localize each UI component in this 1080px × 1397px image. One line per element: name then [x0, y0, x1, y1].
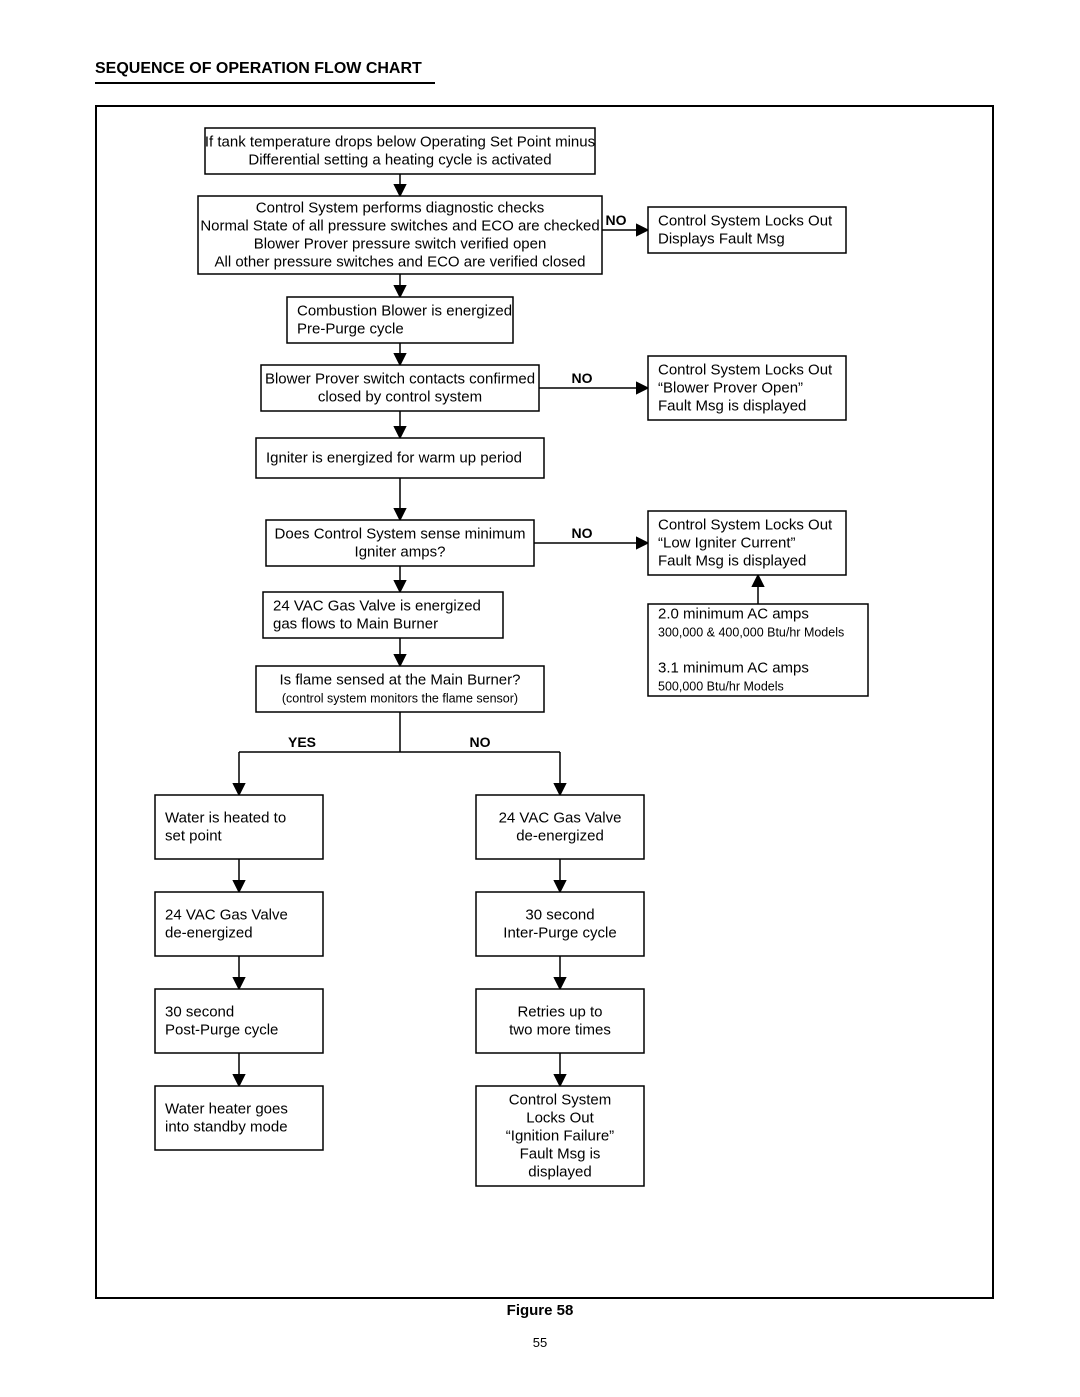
- node-text: If tank temperature drops below Operatin…: [205, 134, 595, 151]
- flowchart-node: Igniter is energized for warm up period: [256, 438, 544, 478]
- node-text: 500,000 Btu/hr Models: [658, 680, 784, 694]
- flowchart-node: If tank temperature drops below Operatin…: [205, 128, 595, 174]
- node-text: 300,000 & 400,000 Btu/hr Models: [658, 626, 844, 640]
- node-text: Water heater goes: [165, 1101, 288, 1118]
- flowchart-node: 24 VAC Gas Valve is energizedgas flows t…: [263, 592, 503, 638]
- node-text: Combustion Blower is energized: [297, 303, 512, 320]
- flowchart-node: Control System Locks Out“Blower Prover O…: [648, 356, 846, 420]
- edge-label: NO: [572, 370, 593, 386]
- flowchart-svg: NO NO NO YES NO If tank temperature drops bel…: [0, 0, 1080, 1397]
- node-text: Blower Prover switch contacts confirmed: [265, 371, 535, 388]
- edge-label: NO: [470, 734, 491, 750]
- flowchart-node: 24 VAC Gas Valvede-energized: [476, 795, 644, 859]
- node-text: Fault Msg is displayed: [658, 553, 806, 570]
- node-text: Control System Locks Out: [658, 517, 833, 534]
- edge-label: YES: [288, 734, 316, 750]
- flowchart-node: Control System Locks Out“Low Igniter Cur…: [648, 511, 846, 575]
- node-text: 24 VAC Gas Valve: [165, 907, 288, 924]
- edge-label: NO: [606, 212, 627, 228]
- node-text: Igniter amps?: [355, 544, 446, 561]
- node-text: 24 VAC Gas Valve: [499, 810, 622, 827]
- page-number: 55: [520, 1335, 560, 1350]
- node-text: Control System Locks Out: [658, 362, 833, 379]
- node-text: Control System performs diagnostic check…: [256, 200, 544, 217]
- node-text: gas flows to Main Burner: [273, 616, 438, 633]
- node-text: 30 second: [525, 907, 594, 924]
- flowchart-node: Is flame sensed at the Main Burner? (cont…: [256, 666, 544, 712]
- node-text: 30 second: [165, 1004, 234, 1021]
- node-text: (control system monitors the flame senso…: [282, 692, 518, 706]
- node-text: 2.0 minimum AC amps: [658, 606, 809, 623]
- node-text: All other pressure switches and ECO are …: [214, 254, 585, 271]
- flowchart-node: Control SystemLocks Out“Ignition Failure…: [476, 1086, 644, 1186]
- flowchart-node: 30 secondInter-Purge cycle: [476, 892, 644, 956]
- node-text: Post-Purge cycle: [165, 1022, 278, 1039]
- flowchart-node: Water is heated toset point: [155, 795, 323, 859]
- flowchart-nodes: If tank temperature drops below Operatin…: [155, 128, 868, 1186]
- node-text: Differential setting a heating cycle is …: [248, 152, 551, 169]
- node-text: set point: [165, 828, 223, 845]
- node-text: into standby mode: [165, 1119, 288, 1136]
- flowchart-node: 24 VAC Gas Valvede-energized: [155, 892, 323, 956]
- node-text: 3.1 minimum AC amps: [658, 660, 809, 677]
- flowchart-node: Combustion Blower is energizedPre-Purge …: [287, 297, 513, 343]
- node-text: Normal State of all pressure switches an…: [200, 218, 599, 235]
- flowchart-node: Retries up totwo more times: [476, 989, 644, 1053]
- node-text: de-energized: [516, 828, 604, 845]
- edge-label: NO: [572, 525, 593, 541]
- node-text: displayed: [528, 1164, 591, 1181]
- node-text: Displays Fault Msg: [658, 231, 785, 248]
- node-text: Pre-Purge cycle: [297, 321, 404, 338]
- flowchart-node: Water heater goesinto standby mode: [155, 1086, 323, 1150]
- page: SEQUENCE OF OPERATION FLOW CHART NONONOY…: [0, 0, 1080, 1397]
- node-text: Control System Locks Out: [658, 213, 833, 230]
- node-text: “Low Igniter Current”: [658, 535, 796, 552]
- figure-label: Figure 58: [490, 1302, 590, 1319]
- node-text: closed by control system: [318, 389, 482, 406]
- flowchart-node: Control System Locks OutDisplays Fault M…: [648, 207, 846, 253]
- node-text: Blower Prover pressure switch verified o…: [254, 236, 547, 253]
- node-text: Is flame sensed at the Main Burner?: [280, 672, 521, 689]
- node-text: Water is heated to: [165, 810, 286, 827]
- flowchart-node: 30 secondPost-Purge cycle: [155, 989, 323, 1053]
- node-text: Locks Out: [526, 1110, 594, 1127]
- node-text: de-energized: [165, 925, 253, 942]
- node-text: 24 VAC Gas Valve is energized: [273, 598, 481, 615]
- node-text: Inter-Purge cycle: [503, 925, 616, 942]
- node-text: Fault Msg is: [520, 1146, 601, 1163]
- flowchart-node: 2.0 minimum AC amps 300,000 & 400,000 Btu…: [648, 604, 868, 696]
- node-text: Retries up to: [517, 1004, 602, 1021]
- flowchart-node: Control System performs diagnostic check…: [198, 196, 602, 274]
- flowchart-node: Blower Prover switch contacts confirmedc…: [261, 365, 539, 411]
- node-text: two more times: [509, 1022, 611, 1039]
- node-text: Fault Msg is displayed: [658, 398, 806, 415]
- flowchart-node: Does Control System sense minimumIgniter…: [266, 520, 534, 566]
- node-text: Does Control System sense minimum: [275, 526, 526, 543]
- node-text: Igniter is energized for warm up period: [266, 450, 522, 467]
- node-text: Control System: [509, 1092, 612, 1109]
- node-text: “Ignition Failure”: [506, 1128, 614, 1145]
- node-text: “Blower Prover Open”: [658, 380, 803, 397]
